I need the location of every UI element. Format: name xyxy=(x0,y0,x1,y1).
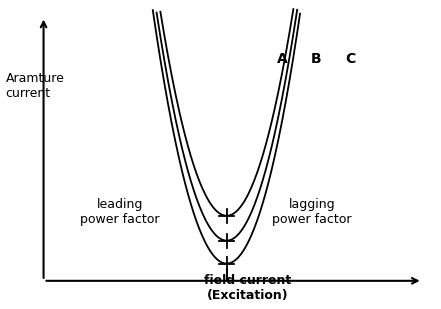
Text: C: C xyxy=(345,52,355,66)
Text: Aramture
current: Aramture current xyxy=(6,72,64,99)
Text: B: B xyxy=(311,52,321,66)
Text: lagging
power factor: lagging power factor xyxy=(272,198,351,226)
Text: field current
(Excitation): field current (Excitation) xyxy=(204,274,292,302)
Text: leading
power factor: leading power factor xyxy=(80,198,160,226)
Text: A: A xyxy=(277,52,288,66)
